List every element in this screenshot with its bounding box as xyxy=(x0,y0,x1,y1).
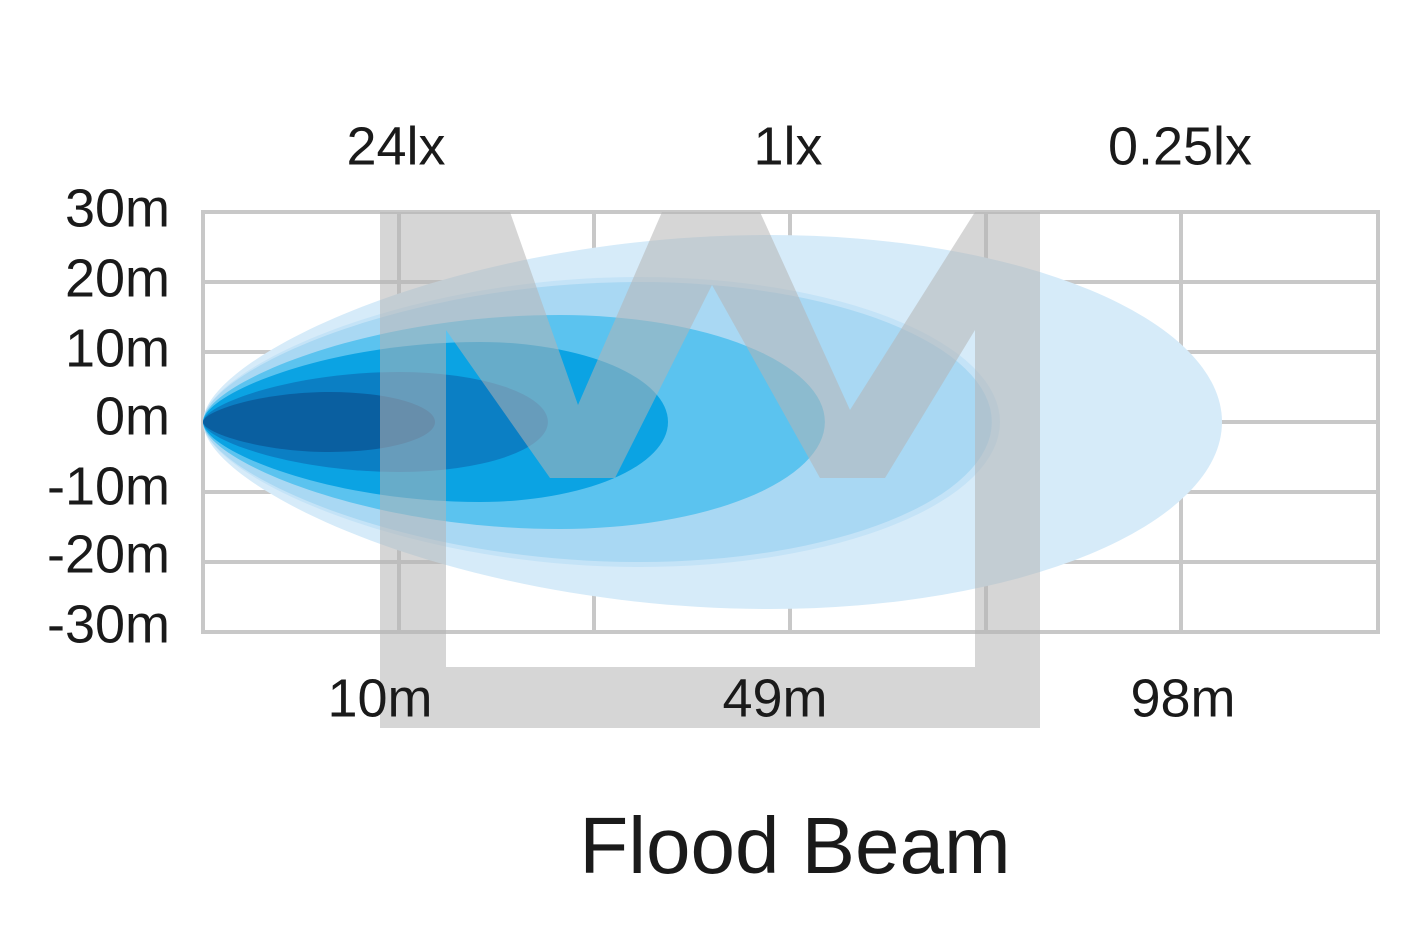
beam-pattern xyxy=(203,235,1222,609)
beam-zone xyxy=(203,392,435,452)
distance-label: 49m xyxy=(722,668,827,728)
lux-label: 1lx xyxy=(753,116,822,176)
y-label: 20m xyxy=(65,248,170,308)
watermark xyxy=(380,212,1040,728)
y-label: 30m xyxy=(65,178,170,238)
distance-label: 98m xyxy=(1130,668,1235,728)
y-axis-labels: 30m 20m 10m 0m -10m -20m -30m xyxy=(47,178,170,654)
lux-label: 0.25lx xyxy=(1108,116,1252,176)
y-label: 10m xyxy=(65,318,170,378)
lux-labels: 24lx 1lx 0.25lx xyxy=(346,116,1252,176)
lux-label: 24lx xyxy=(346,116,445,176)
y-label: 0m xyxy=(95,386,170,446)
y-label: -10m xyxy=(47,456,170,516)
y-label: -30m xyxy=(47,594,170,654)
y-label: -20m xyxy=(47,524,170,584)
distance-label: 10m xyxy=(327,668,432,728)
title: Flood Beam xyxy=(579,801,1010,890)
distance-labels: 10m 49m 98m xyxy=(327,668,1235,728)
